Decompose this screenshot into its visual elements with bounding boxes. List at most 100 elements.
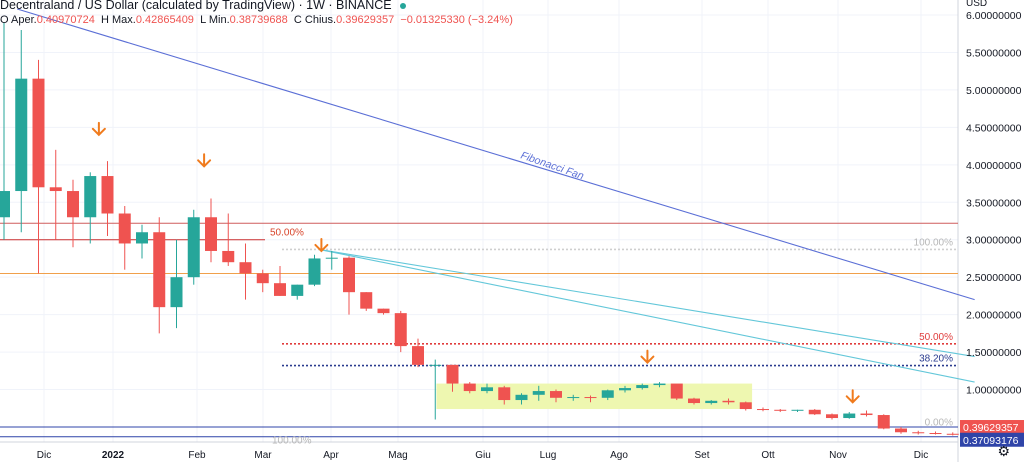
price-tick-label: 2.00000000 bbox=[966, 310, 1022, 322]
down-arrow-marker bbox=[640, 349, 655, 365]
high-label: Max. bbox=[111, 14, 136, 26]
change-value: −0.01325330 (−3.24%) bbox=[400, 14, 513, 26]
candle-body bbox=[774, 409, 787, 411]
candle-body bbox=[722, 400, 735, 403]
down-arrow-marker bbox=[314, 237, 329, 253]
candle-body bbox=[377, 308, 390, 314]
time-tick-label: Feb bbox=[188, 450, 206, 461]
candle-body bbox=[0, 191, 10, 218]
candle-body bbox=[136, 232, 148, 244]
candle-body bbox=[32, 78, 45, 188]
high-key: H bbox=[100, 14, 109, 26]
candle-body bbox=[636, 385, 649, 389]
candle-body bbox=[826, 414, 838, 419]
candle-body bbox=[325, 257, 338, 259]
candle-body bbox=[360, 292, 373, 309]
candle-body bbox=[153, 232, 166, 308]
candle-body bbox=[187, 217, 200, 278]
candle-body bbox=[463, 383, 476, 392]
time-tick-label: Nov bbox=[829, 450, 847, 461]
candle-body bbox=[118, 213, 131, 244]
symbol-title: Decentraland / US Dollar (calculated by … bbox=[0, 0, 392, 12]
currency-label: USD bbox=[966, 0, 987, 9]
price-tick-label: 1.00000000 bbox=[966, 385, 1022, 397]
candle-body bbox=[550, 391, 562, 398]
price-tick-label: 4.50000000 bbox=[966, 122, 1022, 134]
candle-body bbox=[429, 364, 442, 366]
candle-body bbox=[481, 387, 493, 392]
candle-body bbox=[532, 391, 545, 395]
candle-body bbox=[912, 432, 925, 434]
level-label: 38.20% bbox=[919, 354, 953, 365]
candle-body bbox=[446, 364, 459, 384]
candle-body bbox=[170, 277, 183, 308]
candle-body bbox=[895, 428, 907, 433]
candle-body bbox=[394, 313, 407, 347]
fibonacci-fan-label: Fibonacci Fan bbox=[519, 149, 585, 182]
candle-body bbox=[688, 398, 700, 404]
candle-body bbox=[808, 409, 821, 415]
time-tick-label: Dic bbox=[914, 450, 928, 461]
low-label: Min. bbox=[208, 14, 230, 26]
open-value: 0.40970724 bbox=[36, 14, 95, 26]
candle-body bbox=[291, 284, 304, 296]
high-value: 0.42865409 bbox=[135, 14, 194, 26]
candle-body bbox=[412, 346, 424, 365]
candle-body bbox=[498, 387, 511, 401]
price-tag-value: 0.37093176 bbox=[963, 435, 1019, 447]
price-tick-label: 3.00000000 bbox=[966, 235, 1022, 247]
candle-body bbox=[239, 262, 252, 274]
candle-body bbox=[515, 394, 528, 401]
time-tick-label: Set bbox=[694, 450, 709, 461]
candle-body bbox=[205, 217, 217, 251]
close-value: 0.39629357 bbox=[336, 14, 395, 26]
close-key: C bbox=[293, 14, 302, 26]
candle-body bbox=[653, 383, 666, 386]
level-label: 50.00% bbox=[919, 332, 953, 343]
time-tick-label: Lug bbox=[540, 450, 557, 461]
candle-body bbox=[791, 409, 804, 411]
candle-body bbox=[757, 409, 769, 411]
fibonacci-fan-line bbox=[319, 248, 975, 383]
chart-title: Decentraland / US Dollar (calculated by … bbox=[0, 0, 406, 14]
price-tick-label: 3.50000000 bbox=[966, 197, 1022, 209]
price-tag-value: 0.39629357 bbox=[963, 422, 1019, 434]
candle-body bbox=[274, 283, 286, 296]
candle-body bbox=[256, 273, 269, 284]
time-tick-label: Ago bbox=[610, 450, 628, 461]
settings-gear-icon[interactable]: ⚙ bbox=[997, 443, 1010, 459]
candle-body bbox=[222, 250, 235, 263]
candle-body bbox=[308, 258, 321, 285]
time-tick-label: Apr bbox=[323, 450, 339, 461]
price-tag-box bbox=[960, 432, 1024, 447]
down-arrow-marker bbox=[91, 121, 106, 137]
level-label: 50.00% bbox=[270, 228, 304, 239]
time-tick-label: Ott bbox=[761, 450, 775, 461]
price-tag-box bbox=[960, 420, 1024, 435]
fibonacci-fan-line bbox=[319, 248, 975, 358]
open-key: Aper. bbox=[11, 14, 37, 26]
down-arrow-marker bbox=[197, 153, 212, 168]
price-tick-label: 2.50000000 bbox=[966, 272, 1022, 284]
time-tick-label: Mag bbox=[388, 450, 407, 461]
price-tick-label: 1.50000000 bbox=[966, 347, 1022, 359]
close-label: Chius. bbox=[304, 14, 337, 26]
candle-body bbox=[343, 257, 355, 293]
candle-body bbox=[619, 388, 631, 391]
candle-body bbox=[567, 397, 580, 399]
price-tick-label: 4.00000000 bbox=[966, 160, 1022, 172]
fib-level-label: 0.00% bbox=[925, 418, 953, 429]
level-label: 100.00% bbox=[914, 237, 954, 248]
candle-body bbox=[584, 397, 597, 399]
time-tick-label: Dic bbox=[37, 450, 51, 461]
price-tick-label: 5.00000000 bbox=[966, 85, 1022, 97]
candle-body bbox=[84, 176, 97, 218]
candle-body bbox=[843, 413, 856, 419]
time-tick-label: Mar bbox=[254, 450, 272, 461]
candle-body bbox=[929, 433, 942, 435]
open-label: O bbox=[0, 14, 9, 26]
market-status-dot bbox=[399, 2, 406, 9]
fib-level-label: 100.00% bbox=[272, 435, 312, 446]
ohlc-legend: O Aper.0.40970724 H Max.0.42865409 L Min… bbox=[0, 14, 513, 26]
